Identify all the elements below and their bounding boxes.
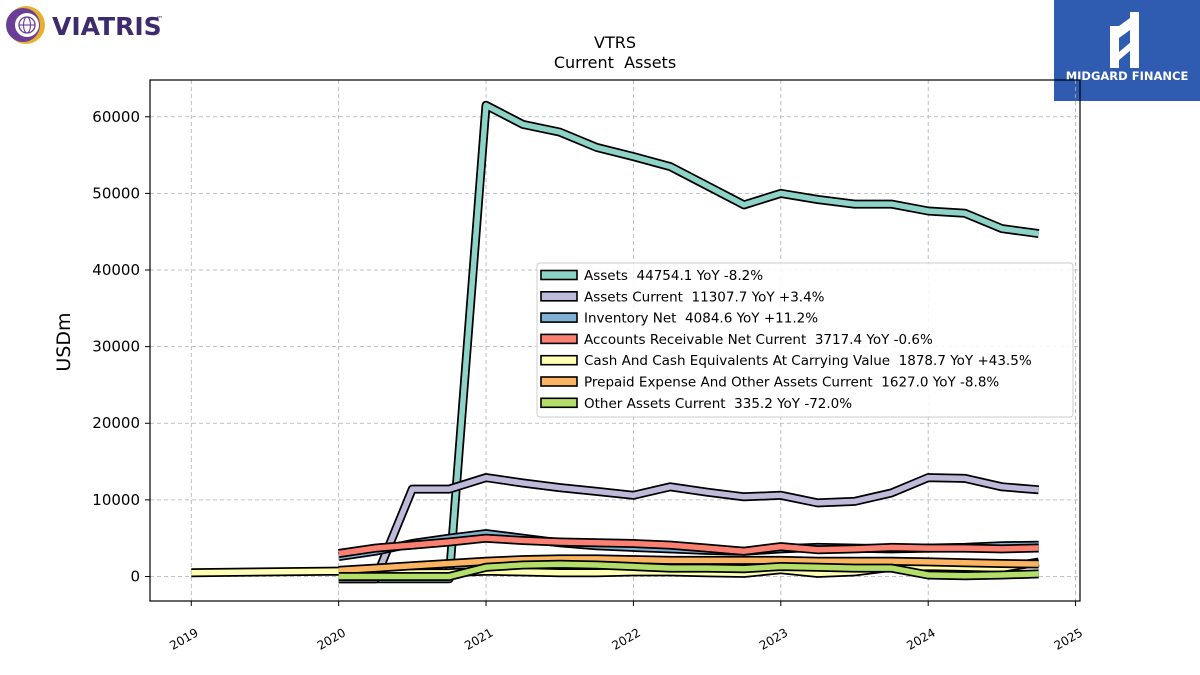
plot-area-frame: [149, 79, 1081, 602]
x-tick-label: 2020: [315, 625, 348, 652]
legend-swatch-prepaid-expense-and-other-assets-current: [540, 376, 578, 387]
legend-label-inventory-net: Inventory Net 4084.6 YoY +11.2%: [584, 311, 818, 327]
y-tick-label: 10000: [92, 491, 140, 509]
y-axis-label: USDm: [53, 312, 75, 371]
series-line-assets-current: [338, 474, 1039, 582]
x-tick-label: 2024: [904, 625, 937, 652]
y-tick-label: 20000: [92, 414, 140, 432]
y-tick-label: 0: [130, 567, 140, 585]
series-line-prepaid-expense-and-other-assets-current: [338, 556, 1039, 574]
company-logo-text: VIATRIS: [52, 12, 162, 41]
series-line-other-assets-current: [338, 561, 1039, 580]
legend-label-other-assets-current: Other Assets Current 335.2 YoY -72.0%: [584, 396, 852, 412]
legend-swatch-accounts-receivable-net-current: [540, 333, 578, 345]
y-tick-label: 50000: [92, 184, 140, 202]
chart-subtitle: Current Assets: [554, 53, 676, 72]
midgard-mark-icon: [1110, 12, 1139, 68]
company-logo: VIATRIS ™: [4, 4, 174, 48]
x-tick-label: 2025: [1052, 625, 1085, 652]
series-line-assets: [338, 102, 1040, 582]
legend-swatch-cash-and-cash-equivalents-at-carrying-value: [540, 354, 578, 366]
y-tick-label: 40000: [92, 261, 140, 279]
x-tick-label: 2023: [757, 625, 790, 652]
chart-legend: Assets 44754.1 YoY -8.2% Assets Current 1…: [536, 262, 1074, 418]
legend-label-prepaid-expense-and-other-assets-current: Prepaid Expense And Other Assets Current…: [584, 375, 999, 391]
x-tick-label: 2019: [167, 625, 200, 652]
legend-swatch-assets-current: [540, 290, 578, 302]
company-logo-tm: ™: [156, 15, 163, 23]
legend-box: [536, 262, 1074, 418]
y-tick-label: 60000: [92, 108, 140, 126]
chart-title: VTRS: [594, 33, 636, 52]
legend-label-cash-and-cash-equivalents-at-carrying-value: Cash And Cash Equivalents At Carrying Va…: [584, 353, 1032, 369]
legend-swatch-assets: [540, 269, 578, 281]
publisher-logo: MIDGARD FINANCE: [1054, 0, 1200, 101]
legend-label-assets-current: Assets Current 11307.7 YoY +3.4%: [584, 289, 825, 305]
y-tick-label: 30000: [92, 338, 140, 356]
x-tick-label: 2021: [462, 625, 495, 652]
x-tick-label: 2022: [609, 625, 642, 652]
legend-label-assets: Assets 44754.1 YoY -8.2%: [584, 268, 763, 284]
legend-swatch-inventory-net: [540, 312, 578, 323]
series-line-accounts-receivable-net-current: [338, 535, 1039, 557]
legend-label-accounts-receivable-net-current: Accounts Receivable Net Current 3717.4 Y…: [584, 332, 933, 348]
legend-swatch-other-assets-current: [540, 397, 578, 409]
publisher-logo-text: MIDGARD FINANCE: [1066, 69, 1189, 83]
